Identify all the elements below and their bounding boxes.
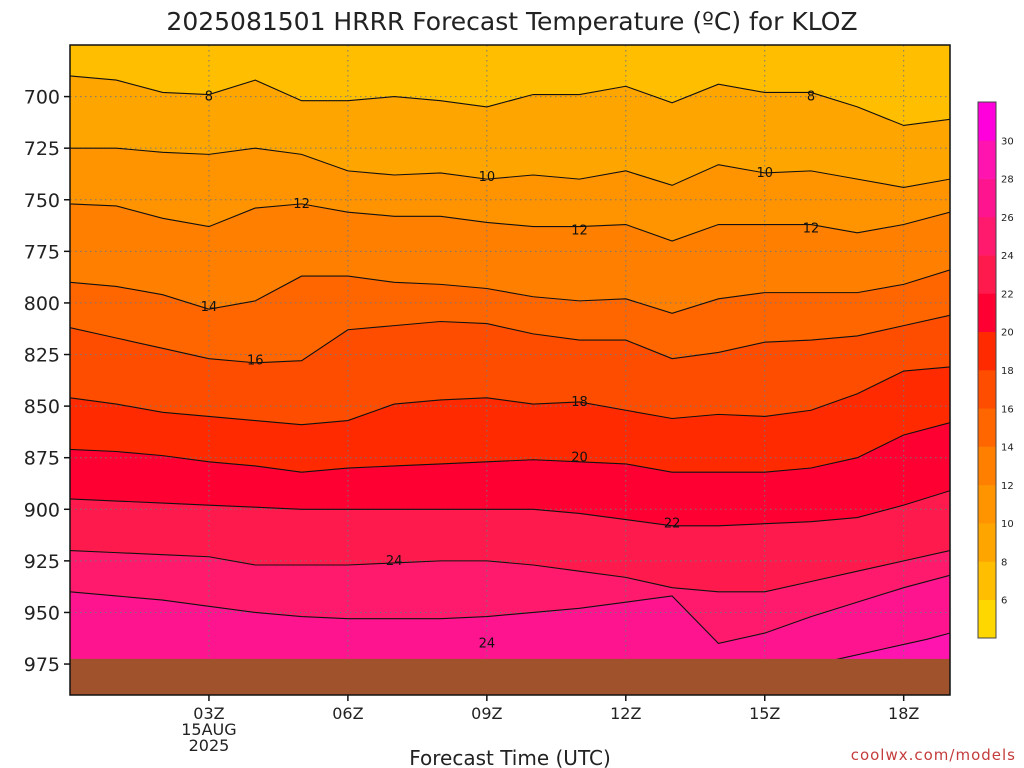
x-axis-label: Forecast Time (UTC) [409,746,611,768]
contour-label-12: 12 [571,224,588,239]
contour-18 [70,366,950,426]
colorbar-label-20: 20 [1001,328,1014,339]
colorbar-label-16: 16 [1001,404,1014,415]
credit-link[interactable]: coolwx.com/models [851,746,1016,764]
x-tick-label-06Z: 06Z [332,704,363,723]
contour-14 [70,269,950,314]
colorbar-label-18: 18 [1001,366,1014,377]
y-tick-label-875: 875 [24,448,60,470]
contour-label-24: 24 [386,554,403,569]
y-tick-label-800: 800 [24,293,60,315]
contour-26 [70,574,950,645]
contour-label-18: 18 [571,395,588,410]
colorbar-label-26: 26 [1001,213,1014,224]
y-tick-label-900: 900 [24,499,60,521]
x-tick-label-18Z: 18Z [888,704,919,723]
contour-label-12: 12 [803,222,820,237]
colorbar-segment-28 [978,140,996,179]
colorbar-segment-18 [978,331,996,371]
contour-22 [70,490,950,527]
contour-label-22: 22 [664,517,681,532]
contour-8 [70,75,950,127]
colorbar-frame [977,101,997,639]
contour-label-14: 14 [201,300,218,315]
x-tick-label-09Z: 09Z [471,704,502,723]
y-tick-label-950: 950 [24,602,60,624]
y-tick-label-750: 750 [24,190,60,212]
colorbar-segment-12 [978,446,996,486]
contour-24 [70,550,950,593]
y-tick-label-700: 700 [24,87,60,109]
colorbar-segment-14 [978,408,996,447]
colorbar-label-14: 14 [1001,443,1014,454]
y-tick-label-975: 975 [24,654,60,676]
contour-labels: 8 8 10 10 12 12 12 14 16 18 20 22 24 24 [201,90,820,652]
contour-label-8: 8 [807,90,815,105]
colorbar-segment-24 [978,216,996,256]
surface-layer [70,658,950,695]
contour-label-8: 8 [205,90,213,105]
colorbar-label-10: 10 [1001,519,1014,530]
x-tick-label-15Z: 15Z [749,704,780,723]
contour-label-16: 16 [247,354,264,369]
surface-terrain [70,658,950,695]
chart-title: 2025081501 HRRR Forecast Temperature (ºC… [166,7,857,36]
colorbar-segment-8 [978,523,996,562]
y-axis: 700 725 750 775 800 825 850 875 900 925 950 975 [24,87,70,676]
colorbar-segment-10 [978,484,996,524]
y-tick-label-825: 825 [24,345,60,367]
colorbar-segment-20 [978,293,996,333]
colorbar-label-30: 30 [1001,136,1014,147]
x-date-label-0: 15AUG [181,720,236,739]
colorbar-segment-26 [978,178,996,218]
colorbar: 6 8 10 12 14 16 18 20 22 24 26 28 30 [977,101,1014,639]
contour-12 [70,203,950,242]
colorbar-segment-16 [978,370,996,409]
colorbar-segment-22 [978,255,996,294]
y-tick-label-725: 725 [24,138,60,160]
colorbar-label-8: 8 [1001,557,1007,568]
colorbar-segment-4 [978,599,996,639]
contour-label-20: 20 [571,451,588,466]
colorbar-segment-6 [978,561,996,601]
temperature-fill-layer [70,45,950,695]
contour-label-10: 10 [756,166,773,181]
plot-frame [69,44,951,696]
x-date-label-1: 2025 [189,736,230,755]
contour-label-10: 10 [479,170,496,185]
colorbar-label-28: 28 [1001,175,1014,186]
y-tick-label-925: 925 [24,551,60,573]
contour-16 [70,314,950,364]
y-tick-label-850: 850 [24,396,60,418]
colorbar-label-22: 22 [1001,289,1014,300]
x-tick-label-12Z: 12Z [610,704,641,723]
x-tick-label-03Z: 03Z [193,704,224,723]
y-tick-label-775: 775 [24,241,60,263]
contour-10 [70,147,950,188]
contour-label-24: 24 [479,636,496,651]
colorbar-label-24: 24 [1001,251,1014,262]
colorbar-label-12: 12 [1001,481,1014,492]
colorbar-label-6: 6 [1001,596,1007,607]
contour-label-12: 12 [293,197,310,212]
contour-lines [70,75,950,695]
contour-20 [70,422,950,473]
colorbar-segment-30 [978,102,996,141]
